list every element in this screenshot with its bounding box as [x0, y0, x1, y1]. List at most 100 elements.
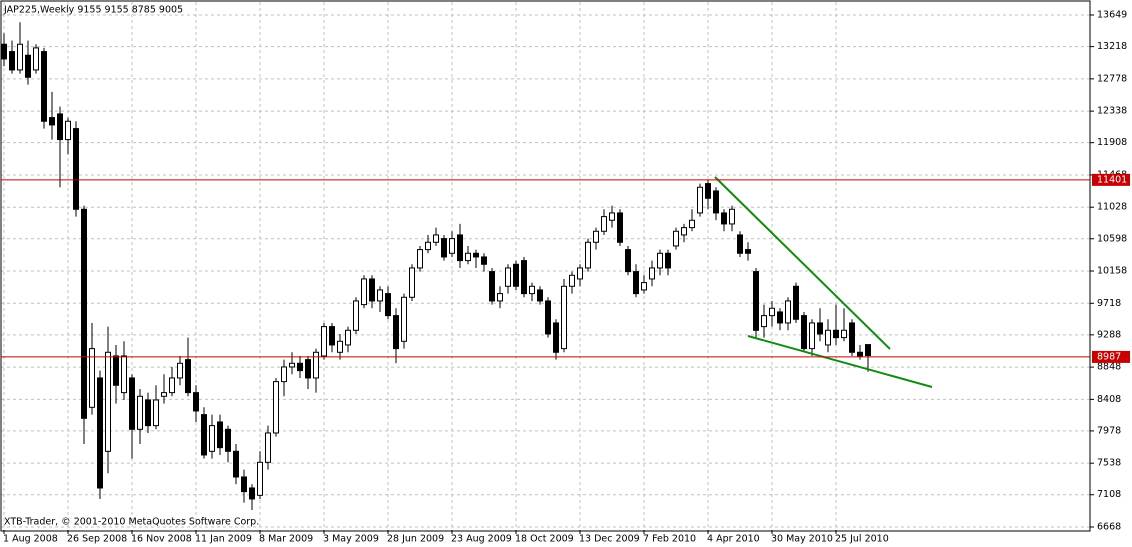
footer: XTB-Trader, © 2001-2010 MetaQuotes Softw…: [4, 517, 259, 528]
candle-body: [649, 267, 655, 280]
candle-body: [177, 362, 183, 379]
candle-body: [617, 212, 623, 243]
x-tick-label: 26 Sep 2008: [67, 534, 127, 545]
candle-body: [441, 238, 447, 258]
candle-body: [481, 256, 487, 265]
candle-body: [553, 322, 559, 353]
candle-body: [97, 377, 103, 489]
x-tick-label: 7 Feb 2010: [643, 534, 696, 545]
y-tick-label: 8408: [1097, 394, 1121, 405]
candle-body: [385, 293, 391, 317]
candle-body: [41, 51, 47, 122]
x-tick-label: 23 Aug 2009: [451, 534, 512, 545]
candle-body: [209, 425, 215, 452]
candle-body: [233, 450, 239, 478]
candle-body: [113, 355, 119, 386]
candle-body: [25, 54, 31, 78]
candle-body: [721, 212, 727, 225]
candle-body: [265, 432, 271, 463]
candle-body: [841, 329, 847, 339]
candle-body: [865, 344, 871, 357]
candle-body: [9, 51, 15, 71]
x-tick-label: 16 Nov 2008: [131, 534, 192, 545]
candle-body: [289, 362, 295, 368]
candle-body: [33, 47, 39, 71]
y-tick-label: 9288: [1097, 329, 1121, 340]
candle-body: [729, 208, 735, 225]
candle-body: [825, 329, 831, 346]
level-label: 11401: [1097, 174, 1127, 185]
y-tick-label: 11028: [1097, 202, 1127, 213]
y-tick-label: 7538: [1097, 458, 1121, 469]
x-tick-label: 25 Jul 2010: [835, 534, 889, 545]
candle-body: [641, 282, 647, 291]
candle-body: [593, 230, 599, 243]
candle-body: [801, 315, 807, 350]
y-tick-label: 10598: [1097, 233, 1127, 244]
candle-body: [713, 190, 719, 214]
candle-body: [489, 271, 495, 302]
candle-body: [321, 326, 327, 357]
candle-body: [417, 249, 423, 269]
candle-body: [297, 362, 303, 372]
candle-body: [73, 128, 79, 210]
candle-body: [249, 487, 255, 500]
x-tick-label: 8 Mar 2009: [259, 534, 313, 545]
candle-body: [313, 351, 319, 379]
candle-body: [673, 230, 679, 247]
candle-body: [193, 392, 199, 412]
candle-body: [753, 271, 759, 331]
chart-title: JAP225,Weekly 9155 9155 8785 9005: [3, 5, 183, 16]
candle-body: [769, 307, 775, 317]
plot-border: [0, 0, 1091, 532]
candle-body: [105, 351, 111, 452]
candle-body: [305, 359, 311, 379]
candle-body: [809, 322, 815, 350]
candle-body: [409, 267, 415, 298]
candle-body: [849, 322, 855, 353]
y-tick-label: 11908: [1097, 137, 1127, 148]
candle-body: [1, 43, 7, 60]
trend-line: [747, 335, 933, 388]
candle-body: [473, 252, 479, 258]
candle-body: [329, 326, 335, 346]
level-label: 8987: [1097, 351, 1121, 362]
y-tick-label: 12338: [1097, 106, 1127, 117]
candle-body: [737, 234, 743, 254]
candle-body: [601, 216, 607, 232]
candle-body: [633, 271, 639, 295]
y-tick-label: 12778: [1097, 73, 1127, 84]
candle-body: [625, 249, 631, 273]
candle-body: [121, 355, 127, 394]
candle-body: [273, 381, 279, 434]
candle-body: [777, 311, 783, 324]
candle-body: [681, 227, 687, 236]
candle-body: [361, 278, 367, 306]
candle-body: [201, 414, 207, 456]
candle-body: [49, 117, 55, 126]
candle-body: [705, 183, 711, 199]
trend-line: [714, 176, 891, 350]
y-tick-label: 7108: [1097, 489, 1121, 500]
candle-body: [521, 260, 527, 295]
candle-body: [793, 285, 799, 320]
candle-body: [145, 399, 151, 427]
candle-body: [569, 274, 575, 287]
y-tick-label: 10158: [1097, 266, 1127, 277]
y-tick-label: 6668: [1097, 521, 1121, 532]
candle-body: [89, 348, 95, 408]
candle-body: [497, 293, 503, 302]
candle-body: [169, 377, 175, 394]
candle-body: [57, 113, 63, 141]
level-label-box: [1092, 173, 1130, 186]
candle-body: [353, 300, 359, 331]
candle-body: [529, 285, 535, 295]
y-tick-label: 7978: [1097, 425, 1121, 436]
candle-body: [345, 329, 351, 346]
candle-body: [457, 234, 463, 262]
x-tick-label: 4 Apr 2010: [707, 534, 760, 545]
x-tick-label: 13 Dec 2009: [579, 534, 640, 545]
y-tick-label: 9718: [1097, 298, 1121, 309]
candle-body: [129, 377, 135, 430]
